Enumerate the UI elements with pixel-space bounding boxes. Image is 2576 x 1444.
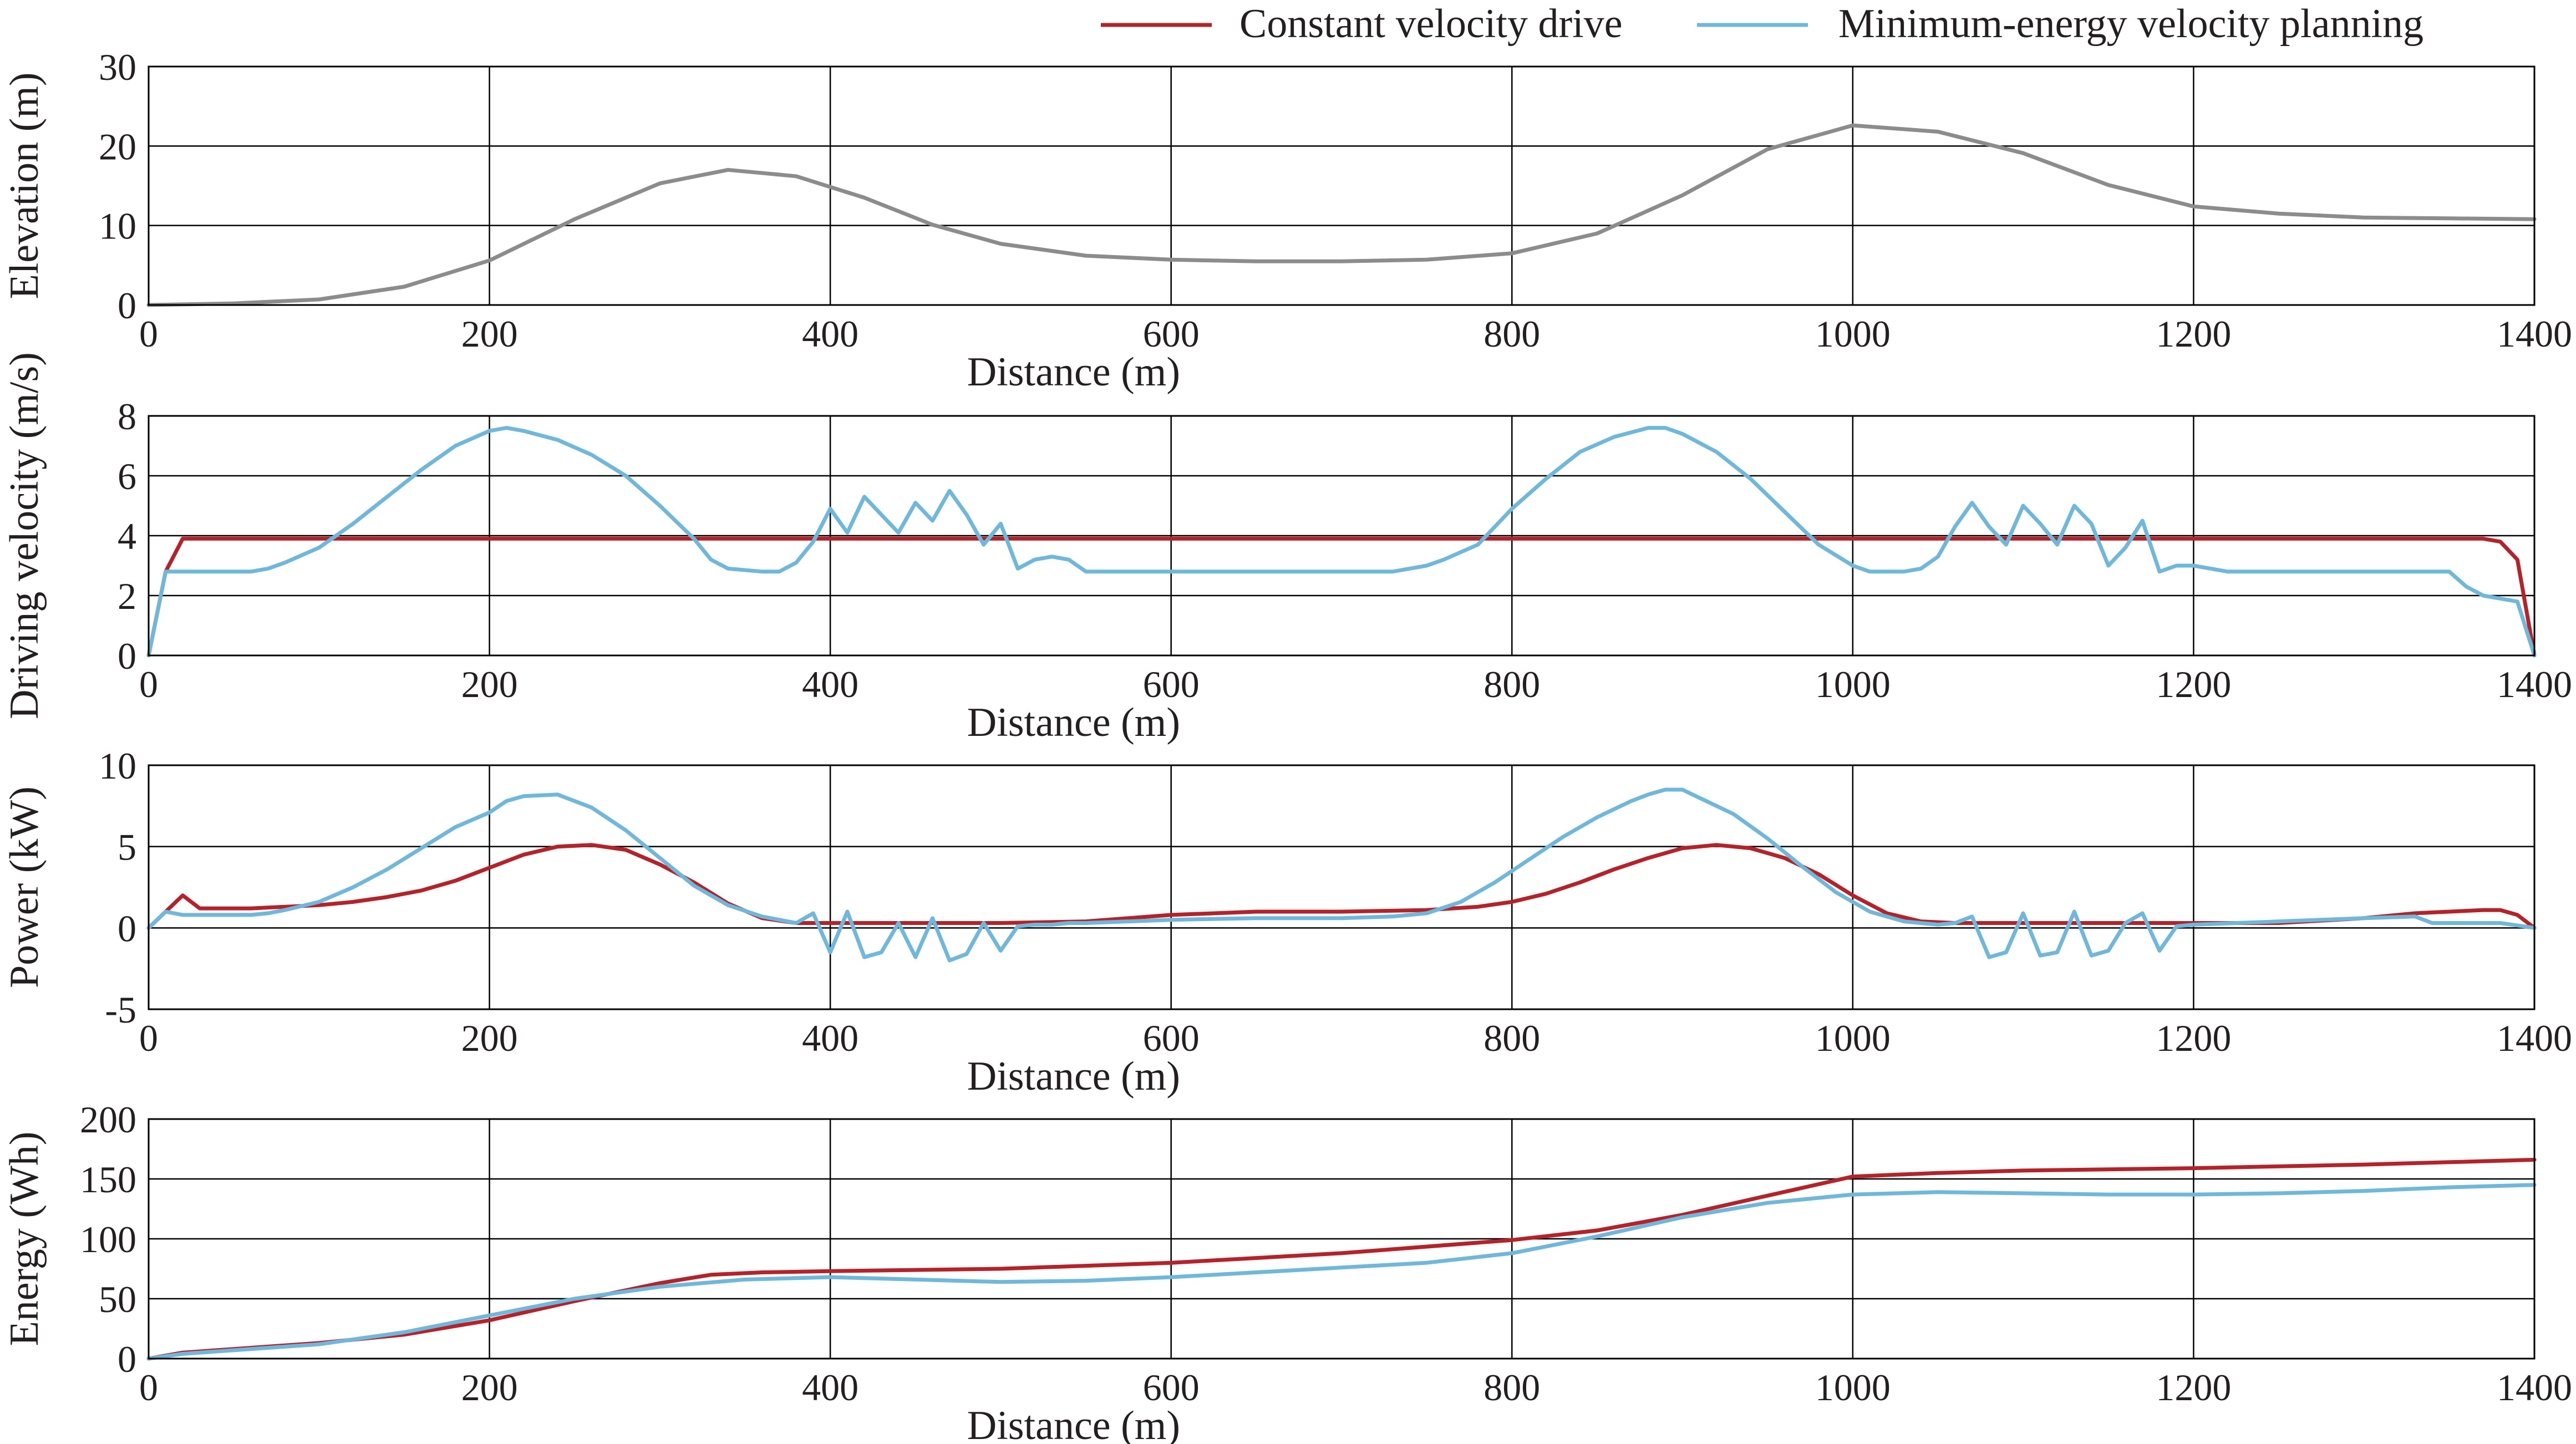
x-tick-label: 400	[802, 663, 858, 705]
x-tick-label: 0	[139, 1017, 158, 1059]
y-tick-label: 20	[99, 125, 136, 167]
x-axis-title: Distance (m)	[967, 349, 1180, 395]
y-tick-label: 0	[118, 635, 136, 677]
y-tick-label: 50	[99, 1278, 136, 1320]
plot-frame	[148, 65, 2536, 306]
x-axis-title: Distance (m)	[967, 1054, 1180, 1099]
x-tick-label: 1200	[2156, 663, 2231, 705]
legend-label-constant-velocity: Constant velocity drive	[1239, 1, 1623, 47]
x-tick-label: 1000	[1815, 1017, 1891, 1059]
y-tick-label: -5	[105, 989, 136, 1031]
x-tick-label: 1200	[2156, 1017, 2231, 1059]
x-tick-label: 0	[139, 1366, 158, 1409]
y-tick-label: 8	[118, 395, 136, 438]
y-tick-label: 0	[118, 1338, 136, 1380]
plot-frame	[148, 1118, 2536, 1360]
x-tick-label: 1000	[1815, 1366, 1891, 1409]
y-tick-label: 30	[99, 46, 136, 88]
y-tick-label: 10	[99, 745, 136, 787]
x-tick-label: 1000	[1815, 313, 1891, 355]
y-axis-title: Power (kW)	[2, 786, 47, 988]
x-tick-label: 800	[1483, 663, 1540, 705]
y-tick-label: 200	[80, 1099, 136, 1141]
x-tick-label: 1400	[2497, 1366, 2572, 1409]
x-tick-label: 600	[1143, 1017, 1200, 1059]
x-tick-label: 400	[802, 1017, 858, 1059]
panel-energy: 0 200 400 600 800 1000 1200 1400 0 50 100 150 200 Dis…	[2, 1099, 2572, 1444]
panel-elevation: 0 200 400 600 800 1000 1200 1400 0 10 20 30 Distance…	[2, 46, 2572, 395]
x-tick-label: 1400	[2497, 1017, 2572, 1059]
x-tick-label: 800	[1483, 1017, 1540, 1059]
series-line-min-energy	[146, 1183, 2537, 1361]
x-tick-label: 600	[1143, 313, 1200, 355]
y-tick-label: 4	[118, 515, 136, 557]
x-tick-label: 1400	[2497, 663, 2572, 705]
y-tick-label: 0	[118, 907, 136, 949]
x-tick-label: 200	[461, 1366, 518, 1409]
y-tick-label: 5	[118, 826, 136, 868]
x-axis-title: Distance (m)	[967, 700, 1180, 745]
x-tick-label: 800	[1483, 313, 1540, 355]
x-tick-label: 200	[461, 663, 518, 705]
series-line-elevation	[146, 123, 2537, 307]
y-axis-title: Elevation (m)	[2, 73, 47, 299]
series-line-min-energy	[146, 787, 2537, 963]
y-tick-label: 6	[118, 455, 136, 497]
y-tick-label: 100	[80, 1218, 136, 1260]
y-tick-label: 150	[80, 1158, 136, 1201]
x-tick-label: 1200	[2156, 1366, 2231, 1409]
x-tick-label: 1400	[2497, 313, 2572, 355]
x-tick-label: 0	[139, 313, 158, 355]
y-tick-label: 0	[118, 284, 136, 327]
plot-frame	[148, 764, 2536, 1010]
x-tick-label: 200	[461, 313, 518, 355]
x-tick-label: 800	[1483, 1366, 1540, 1409]
series-line-constant	[146, 843, 2537, 930]
panel-velocity: 0 200 400 600 800 1000 1200 1400 0 2 4 6 8 Distance (…	[2, 352, 2572, 745]
chart-panels: 0 200 400 600 800 1000 1200 14000102030Distance…	[2, 46, 2572, 1444]
y-tick-label: 10	[99, 205, 136, 247]
legend-label-min-energy: Minimum-energy velocity planning	[1838, 1, 2423, 47]
x-tick-label: 600	[1143, 1366, 1200, 1409]
y-axis-title: Energy (Wh)	[2, 1132, 47, 1346]
x-tick-label: 400	[802, 313, 858, 355]
x-tick-label: 0	[139, 663, 158, 705]
series-line-constant	[146, 1157, 2537, 1361]
y-axis-title: Driving velocity (m/s)	[2, 352, 47, 719]
x-tick-label: 400	[802, 1366, 858, 1409]
series-line-min-energy	[146, 426, 2537, 658]
x-axis-title: Distance (m)	[967, 1403, 1180, 1444]
panel-power: 0 200 400 600 800 1000 1200 1400-50510Distance …	[2, 745, 2572, 1099]
x-tick-label: 1200	[2156, 313, 2231, 355]
x-tick-label: 1000	[1815, 663, 1891, 705]
y-tick-label: 2	[118, 575, 136, 617]
legend: Constant velocity drive Minimum-energy v…	[1101, 1, 2423, 47]
series-line-constant	[146, 536, 2537, 658]
plot-frame	[148, 415, 2536, 657]
x-tick-label: 200	[461, 1017, 518, 1059]
x-tick-label: 600	[1143, 663, 1200, 705]
